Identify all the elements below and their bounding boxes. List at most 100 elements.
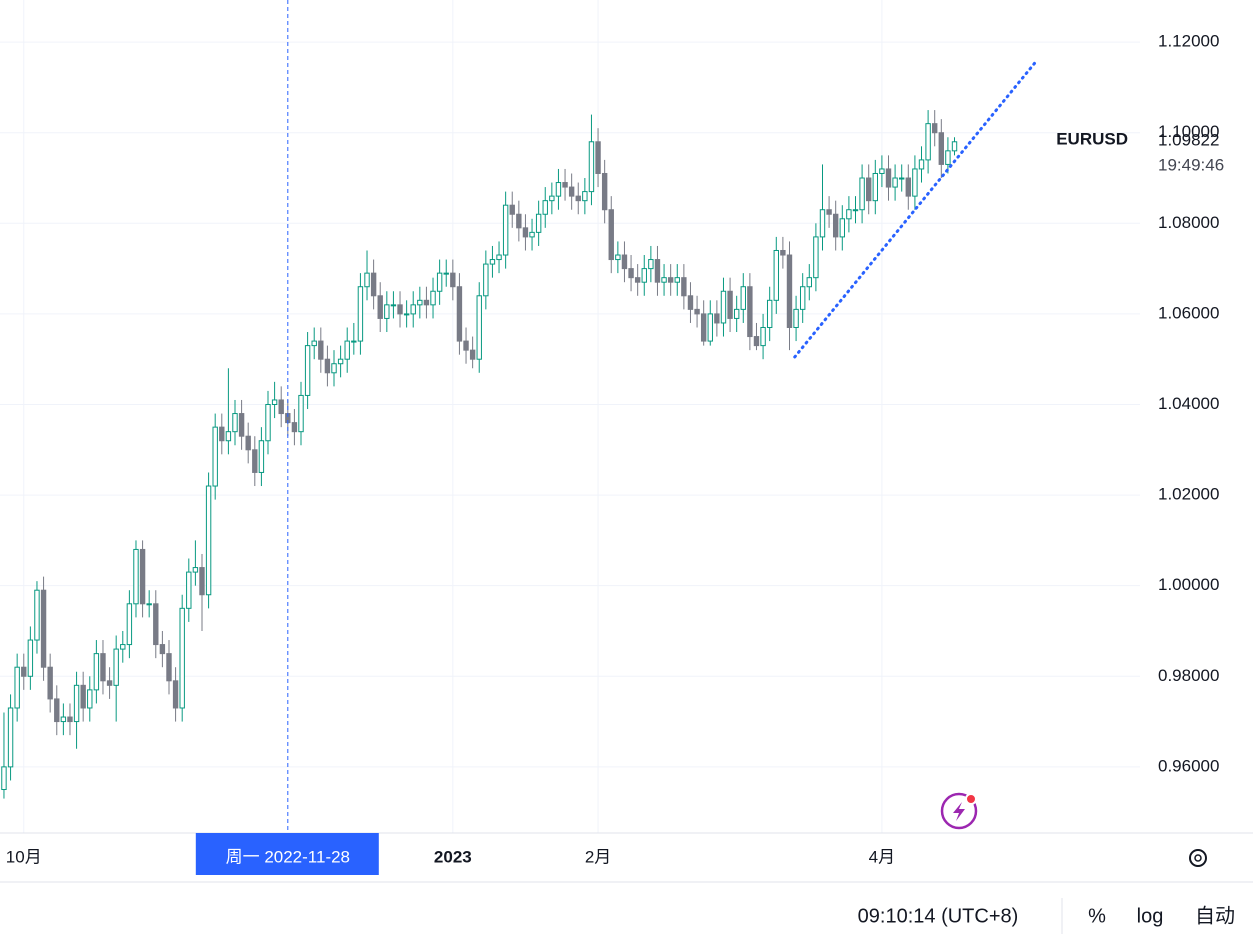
y-tick-label: 0.96000 xyxy=(1158,756,1219,775)
y-tick-label: 1.10000 xyxy=(1158,122,1219,141)
candle-body xyxy=(694,308,700,315)
candle-body xyxy=(357,286,364,342)
candle-body xyxy=(852,209,859,212)
candle-body xyxy=(740,286,746,310)
candle-body xyxy=(601,172,608,211)
percent-toggle[interactable]: % xyxy=(1088,905,1106,927)
candle-body xyxy=(14,666,20,709)
candle-body xyxy=(271,399,278,405)
candle-body xyxy=(47,666,53,700)
candle-body xyxy=(199,567,205,596)
candle-body xyxy=(450,272,456,288)
candle-body xyxy=(100,653,106,682)
candle-body xyxy=(126,603,133,646)
candle-body xyxy=(522,227,529,238)
candle-body xyxy=(575,195,581,202)
candle-body xyxy=(588,141,595,193)
candle-body xyxy=(932,123,938,134)
x-tick-label: 2023 xyxy=(434,847,472,866)
candle-body xyxy=(212,426,218,487)
auto-toggle[interactable]: 自动 xyxy=(1195,904,1235,927)
candle-body xyxy=(555,182,562,197)
candle-body xyxy=(265,403,271,442)
candle-body xyxy=(727,290,733,319)
log-toggle[interactable]: log xyxy=(1137,905,1164,927)
candle-body xyxy=(905,177,912,197)
candle-body xyxy=(318,340,324,360)
candle-body xyxy=(34,589,40,641)
candle-body xyxy=(681,277,687,297)
candle-body xyxy=(667,277,674,283)
candle-body xyxy=(582,191,588,202)
candle-body xyxy=(311,340,317,347)
y-tick-label: 1.02000 xyxy=(1158,485,1219,504)
candle-body xyxy=(951,141,958,152)
gear-center xyxy=(1194,854,1202,862)
candle-body xyxy=(304,345,311,396)
candle-body xyxy=(674,277,680,283)
candle-body xyxy=(1,766,7,791)
candle-body xyxy=(232,413,238,433)
candle-body xyxy=(397,304,403,315)
trend-line xyxy=(793,58,1039,359)
candle-body xyxy=(120,644,126,650)
candle-body xyxy=(608,209,614,261)
candle-body xyxy=(832,213,839,238)
candle-body xyxy=(872,172,878,202)
candle-body xyxy=(562,182,568,188)
candle-body xyxy=(912,168,918,197)
candle-body xyxy=(918,159,925,170)
candle-body xyxy=(27,639,34,677)
candle-body xyxy=(542,200,548,215)
candle-body xyxy=(516,213,522,229)
candle-body xyxy=(146,603,152,606)
candle-body xyxy=(535,213,542,233)
candle-body xyxy=(806,277,812,288)
candle-body xyxy=(60,716,67,723)
candle-body xyxy=(813,236,819,279)
icon-dot xyxy=(965,793,977,805)
candle-body xyxy=(80,684,86,709)
candle-body xyxy=(106,680,113,686)
settings-icon[interactable] xyxy=(1189,849,1207,867)
candle-body xyxy=(733,308,740,319)
crosshair-label-bg xyxy=(195,833,379,875)
candle-body xyxy=(549,195,555,202)
candle-body xyxy=(786,254,793,328)
candle-body xyxy=(780,249,786,256)
candle-body xyxy=(337,358,344,365)
candle-body xyxy=(826,209,832,215)
candle-body xyxy=(595,141,601,174)
candle-body xyxy=(859,177,865,211)
candle-body xyxy=(925,123,931,161)
candle-body xyxy=(205,485,212,596)
candle-body xyxy=(344,340,350,360)
candle-body xyxy=(410,304,416,315)
candle-body xyxy=(661,277,667,283)
candle-body xyxy=(186,571,192,609)
candle-body xyxy=(298,394,304,433)
y-tick-label: 1.06000 xyxy=(1158,303,1219,322)
candle-body xyxy=(628,268,634,279)
candle-body xyxy=(179,607,185,709)
candle-body xyxy=(258,440,265,473)
candle-body xyxy=(113,648,119,686)
news-icon[interactable] xyxy=(940,792,978,830)
y-tick-label: 1.08000 xyxy=(1158,213,1219,232)
candle-body xyxy=(351,340,357,343)
candle-body xyxy=(760,326,766,347)
candle-body xyxy=(456,286,463,342)
candle-body xyxy=(489,259,496,265)
candle-body xyxy=(529,231,535,238)
candle-body xyxy=(370,272,377,297)
plot xyxy=(1,0,1039,833)
candle-body xyxy=(945,150,951,165)
candle-body xyxy=(139,548,146,605)
candle-body xyxy=(899,177,905,180)
candle-body xyxy=(153,603,159,646)
candle-body xyxy=(846,209,852,220)
clock[interactable]: 09:10:14 (UTC+8) xyxy=(858,905,1019,927)
candle-body xyxy=(509,204,515,215)
candle-body xyxy=(225,431,232,442)
